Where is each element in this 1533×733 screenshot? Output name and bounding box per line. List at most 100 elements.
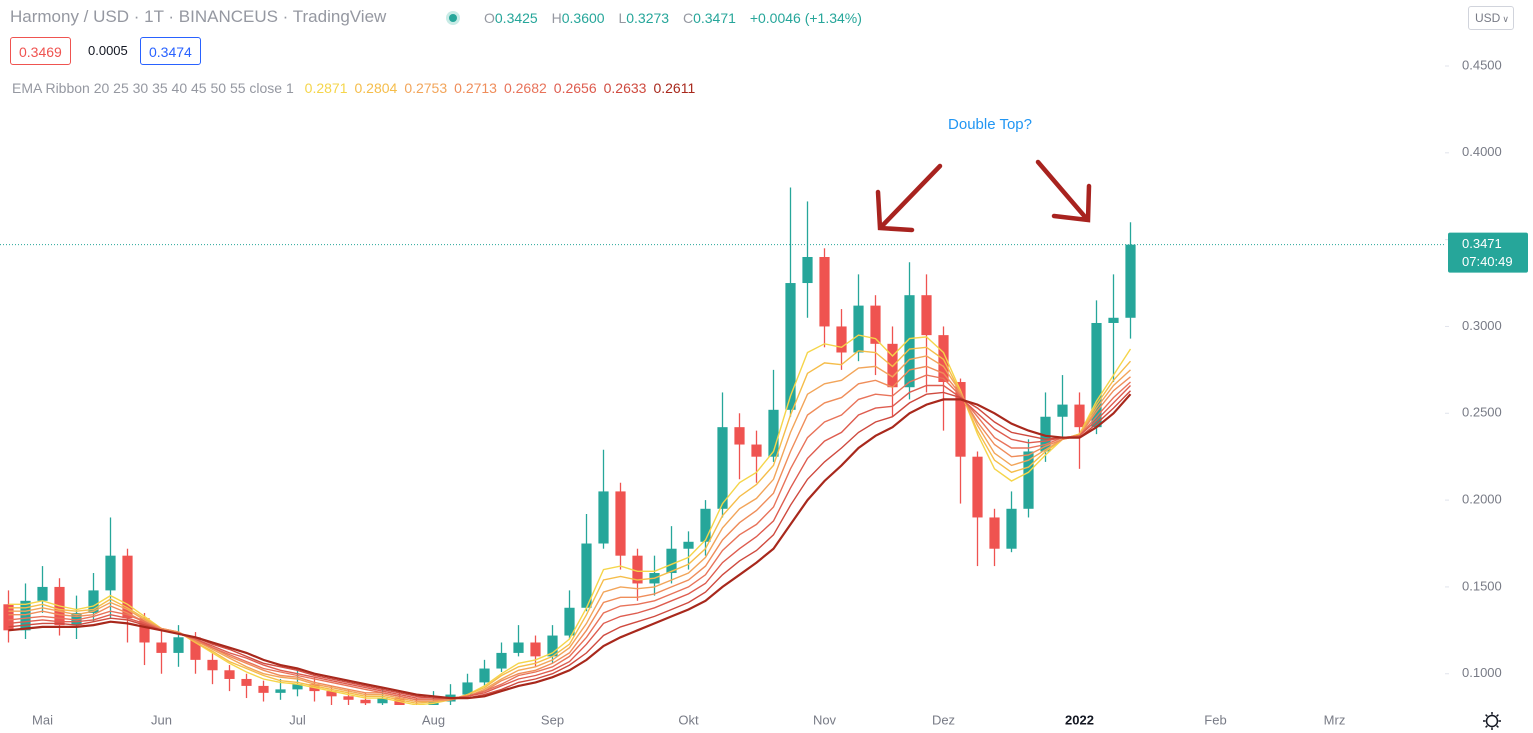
candle-body	[20, 600, 31, 631]
x-tick-label: Mrz	[1324, 712, 1346, 727]
arrow-head	[875, 189, 915, 233]
candle-body	[989, 517, 1000, 549]
candle-body	[853, 305, 864, 353]
candle-body	[496, 652, 507, 669]
candle-body	[1074, 404, 1085, 428]
candle-body	[802, 256, 813, 284]
ema-line	[8, 346, 1132, 705]
sell-button[interactable]: 0.3469	[10, 37, 71, 65]
x-tick-label: 2022	[1065, 712, 1094, 727]
indicator-value: 0.2713	[454, 80, 497, 96]
ohlc-value: 0.3471	[693, 10, 736, 26]
candle-body	[530, 642, 541, 657]
indicator-value: 0.2633	[603, 80, 647, 96]
x-tick-label: Nov	[813, 712, 837, 727]
price-tag-countdown: 07:40:49	[1462, 254, 1513, 269]
candle-body	[547, 635, 558, 657]
candle-body	[785, 283, 796, 410]
candle-body	[292, 684, 303, 690]
candle-body	[207, 659, 218, 671]
candle-body	[972, 456, 983, 518]
candle-body	[139, 618, 150, 643]
candle-body	[343, 696, 354, 700]
ohlc-value: 0.3600	[561, 10, 605, 26]
indicator-value: 0.2804	[354, 80, 398, 96]
chevron: ∨	[1502, 14, 1509, 24]
arrow-head	[1051, 183, 1092, 223]
candle-body	[768, 409, 779, 457]
y-tick-label: 0.1000	[1462, 665, 1502, 680]
candle-body	[615, 491, 626, 556]
indicator-label: EMA Ribbon 20 25 30 35 40 45 50 55 close…	[12, 80, 294, 96]
candle-body	[156, 642, 167, 653]
candle-body	[870, 305, 881, 344]
candle-body	[360, 699, 371, 704]
spread: 0.0005	[88, 43, 128, 58]
ohlc-key: H	[551, 10, 562, 26]
arrow	[1035, 159, 1089, 221]
candle-body	[1040, 416, 1051, 452]
candle-body	[581, 543, 592, 608]
y-tick-label: 0.1500	[1462, 578, 1502, 593]
plot-area	[3, 187, 1136, 705]
ohlc: O0.3425 H0.3600 L0.3273 C0.3471 +0.0046 …	[484, 10, 872, 26]
indicator-value: 0.2753	[404, 80, 448, 96]
candle-body	[190, 637, 201, 660]
candle-body	[37, 586, 48, 601]
ohlc-key: O	[484, 10, 495, 26]
candle-body	[564, 607, 575, 636]
indicator-legend: EMA Ribbon 20 25 30 35 40 45 50 55 close…	[12, 80, 695, 96]
candle-body	[1057, 404, 1068, 417]
candle-body	[734, 427, 745, 445]
x-tick-label: Feb	[1204, 712, 1226, 727]
candle-body	[666, 548, 677, 574]
y-tick-label: 0.2500	[1462, 405, 1502, 420]
candle-body	[275, 689, 286, 693]
indicator-value: 0.2656	[553, 80, 597, 96]
candle-body	[904, 295, 915, 388]
arrows	[875, 159, 1092, 233]
market-status[interactable]	[446, 11, 460, 25]
candle-body	[955, 382, 966, 457]
candle-body	[1091, 322, 1102, 428]
change: +0.0046 (+1.34%)	[749, 10, 862, 26]
ohlc-value: 0.3425	[494, 10, 538, 26]
ohlc-value: 0.3273	[626, 10, 670, 26]
candle-body	[513, 642, 524, 653]
candle-body	[224, 670, 235, 679]
ema-line	[8, 365, 1131, 701]
currency: USD	[1475, 11, 1501, 25]
settings-icon[interactable]	[1483, 712, 1501, 730]
y-tick-label: 0.4500	[1462, 57, 1502, 72]
candle-body	[462, 682, 473, 695]
status-dot	[449, 14, 457, 22]
candle-body	[1108, 317, 1119, 323]
candle-body	[819, 256, 830, 327]
symbol-title: Harmony / USD · 1T · BINANCEUS · Trading…	[10, 7, 387, 26]
buy-button[interactable]: 0.3474	[140, 37, 201, 65]
arrow	[879, 163, 943, 229]
annotation: Double Top?	[948, 116, 1032, 133]
candle-body	[751, 444, 762, 457]
candle-body	[1023, 451, 1034, 509]
x-tick-label: Aug	[422, 712, 445, 727]
x-tick-label: Sep	[541, 712, 564, 727]
candle-body	[1006, 508, 1017, 549]
x-tick-label: Okt	[678, 712, 699, 727]
x-tick-label: Jul	[289, 712, 306, 727]
ema-line	[8, 393, 1132, 700]
indicator-value: 0.2871	[304, 80, 348, 96]
currency-dropdown[interactable]: USD ∨	[1468, 6, 1514, 30]
y-tick-label: 0.2000	[1462, 492, 1502, 507]
candle-body	[632, 555, 643, 584]
candle-body	[921, 295, 932, 336]
candle-body	[717, 427, 728, 509]
candle-body	[88, 590, 99, 613]
y-tick-label: 0.4000	[1462, 144, 1502, 159]
price-tag	[1448, 232, 1528, 273]
candle-body	[105, 555, 116, 591]
candle-body	[700, 508, 711, 542]
